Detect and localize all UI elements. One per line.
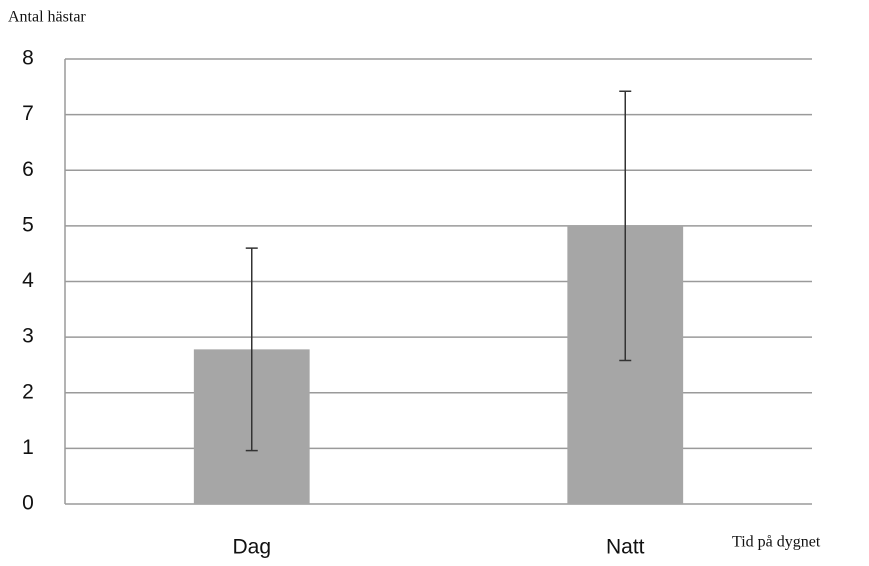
x-tick-label: Natt <box>606 536 645 559</box>
y-tick-label: 4 <box>22 269 34 292</box>
x-tick-label: Dag <box>232 536 271 559</box>
y-tick-label: 0 <box>22 492 34 515</box>
error-bar <box>245 247 258 452</box>
y-tick-label: 6 <box>22 158 34 181</box>
y-tick-label: 8 <box>22 47 34 70</box>
y-axis-label: Antal hästar <box>8 9 86 26</box>
y-tick-label: 1 <box>22 436 34 459</box>
error-bar <box>619 90 632 362</box>
x-axis-label: Tid på dygnet <box>732 534 821 551</box>
y-tick-label: 3 <box>22 325 34 348</box>
y-tick-label: 5 <box>22 213 34 236</box>
y-tick-label: 2 <box>22 380 34 403</box>
y-tick-label: 7 <box>22 102 34 125</box>
